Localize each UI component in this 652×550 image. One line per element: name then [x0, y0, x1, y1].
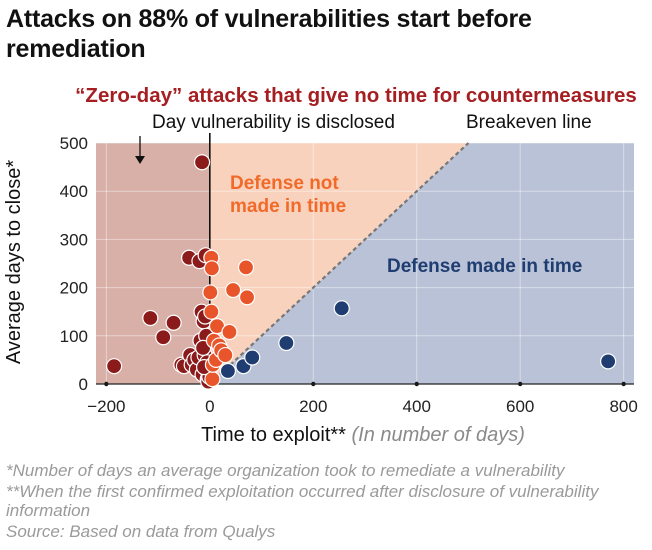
y-tick-label: 200 [60, 279, 88, 298]
x-tick-label: 200 [299, 397, 327, 416]
in-time-point [244, 349, 261, 366]
x-tick-label: 600 [506, 397, 534, 416]
x-tick-label: 800 [609, 397, 637, 416]
in-time-label: Defense made in time [387, 256, 582, 277]
not-in-time-point [203, 260, 220, 277]
not-in-time-point [202, 284, 219, 301]
footnote-time-to-exploit: **When the first confirmed exploitation … [6, 482, 599, 520]
zero-day-point [193, 154, 211, 171]
x-axis-label: Time to exploit** (In number of days) [201, 424, 525, 446]
defense-in-time-region [209, 143, 635, 384]
zero-day-point [106, 358, 123, 375]
x-tick-label: 0 [205, 397, 214, 416]
y-axis-label: Average days to close* [3, 160, 25, 364]
chart-title: Attacks on 88% of vulnerabilities start … [6, 5, 532, 63]
zero-day-annotation: “Zero-day” attacks that give no time for… [75, 84, 637, 107]
in-time-point [278, 334, 295, 352]
not-in-time-point [224, 281, 242, 299]
x-axis-label-note: (In number of days) [352, 424, 525, 446]
chart-annotations: “Zero-day” attacks that give no time for… [75, 84, 637, 277]
not-in-time-label-line1: Defense not [230, 173, 339, 194]
zero-day-point [155, 329, 172, 346]
in-time-point [219, 362, 237, 380]
in-time-point [333, 300, 350, 317]
not-in-time-point [237, 259, 255, 276]
y-tick-label: 0 [79, 375, 88, 394]
footnote-source: Source: Based on data from Qualys [6, 522, 276, 541]
x-tick-label: 400 [403, 397, 431, 416]
x-tick-label: −200 [87, 397, 125, 416]
chart-points [106, 154, 617, 390]
x-axis-label-main: Time to exploit** [201, 424, 351, 446]
in-time-point [600, 353, 617, 370]
y-tick-label: 300 [60, 230, 88, 249]
not-in-time-point [203, 303, 220, 320]
not-in-time-label-line2: made in time [230, 196, 346, 217]
defense-not-in-time-region [209, 143, 469, 384]
zero-day-point [165, 314, 182, 331]
not-in-time-point [217, 346, 234, 364]
breakeven-annotation: Breakeven line [466, 112, 592, 133]
not-in-time-point [238, 289, 256, 306]
y-tick-label: 500 [60, 134, 88, 153]
zero-day-point [142, 309, 159, 327]
y-tick-label: 100 [60, 327, 88, 346]
not-in-time-point [221, 323, 238, 341]
y-tick-label: 400 [60, 182, 88, 201]
breakeven-line [209, 142, 470, 385]
disclosed-annotation: Day vulnerability is disclosed [152, 112, 395, 133]
not-in-time-point [204, 371, 221, 388]
zero-day-arrowhead [135, 156, 145, 164]
footnote-days-to-close: *Number of days an average organization … [6, 461, 565, 480]
